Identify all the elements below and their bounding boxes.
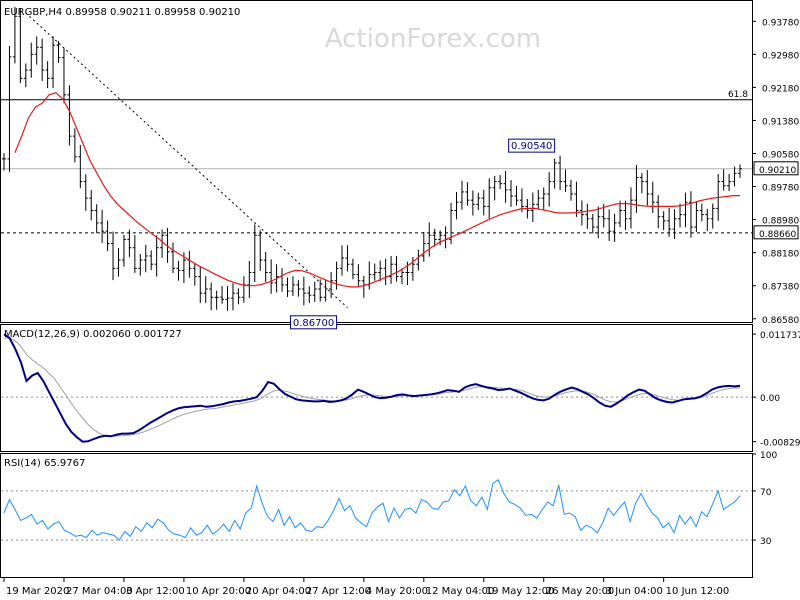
watermark-text: ActionForex.com [325,24,541,54]
rsi-axis-label: 70 [760,488,772,498]
time-axis-label: 26 May 20:00 [546,586,615,597]
time-axis-label: 10 Jun 12:00 [666,586,730,597]
price-panel-header: EURGBP,H4 0.89958 0.90211 0.89958 0.9021… [4,7,240,18]
price-axis-label: 0.91380 [762,117,799,127]
macd-main-line [3,333,741,443]
price-panel: 61.8 0.90540 0.86700 [1,7,752,330]
price-axis-label: 0.86580 [762,316,799,326]
fib-level-label: 61.8 [728,90,748,100]
time-axis-label: 27 Mar 04:00 [66,586,133,597]
macd-panel [1,333,752,443]
price-panel-frame [0,0,753,323]
time-axis-label: 27 Apr 12:00 [306,586,371,597]
price-axis-label: 0.90580 [762,150,799,160]
price-callout-label: 0.86700 [293,318,334,329]
rsi-panel-header: RSI(14) 65.9767 [4,458,85,469]
time-axis-label: 4 May 20:00 [366,586,428,597]
price-axis-label: 0.92180 [762,84,799,94]
time-axis-label: 19 Mar 2020 [6,586,69,597]
support-level-label: 0.88660 [759,230,796,240]
time-axis-label: 12 May 04:00 [426,586,495,597]
macd-axis-label: 0.00 [760,394,780,404]
time-axis-label: 19 May 12:00 [486,586,555,597]
time-axis-label: 3 Apr 12:00 [126,586,185,597]
macd-axis-label: -0.008297 [760,439,800,449]
price-axis-label: 0.93780 [762,18,799,28]
time-axis-label: 20 Apr 04:00 [246,586,311,597]
macd-axis-label: 0.011737 [760,331,800,341]
price-axis-label: 0.88180 [762,250,799,260]
rsi-axis-label: 100 [760,451,777,461]
price-callout-box [290,315,338,330]
current-price-label: 0.90210 [759,166,796,176]
rsi-panel-frame [0,453,753,578]
support-level-box [753,225,799,240]
moving-average-line [14,92,740,288]
rsi-line [3,479,741,541]
axes: 0.93780 0.92980 0.92180 0.91380 0.90580 0.897… [3,18,800,597]
price-axis-label: 0.88980 [762,217,799,227]
time-axis-label: 3 Jun 04:00 [606,586,663,597]
macd-signal-line [4,337,740,437]
time-axis-label: 10 Apr 20:00 [186,586,251,597]
rsi-panel [1,479,752,541]
current-price-box [753,161,799,176]
price-callout-box [508,138,556,153]
macd-panel-header: MACD(12,26,9) 0.002060 0.001727 [4,329,182,340]
price-axis-label: 0.89780 [762,184,799,194]
price-callout-label: 0.90540 [511,141,552,152]
price-axis-label: 0.87380 [762,283,799,293]
price-axis-label: 0.92980 [762,51,799,61]
trendline [25,12,348,308]
rsi-axis-label: 30 [760,537,772,547]
macd-panel-frame [0,324,753,452]
